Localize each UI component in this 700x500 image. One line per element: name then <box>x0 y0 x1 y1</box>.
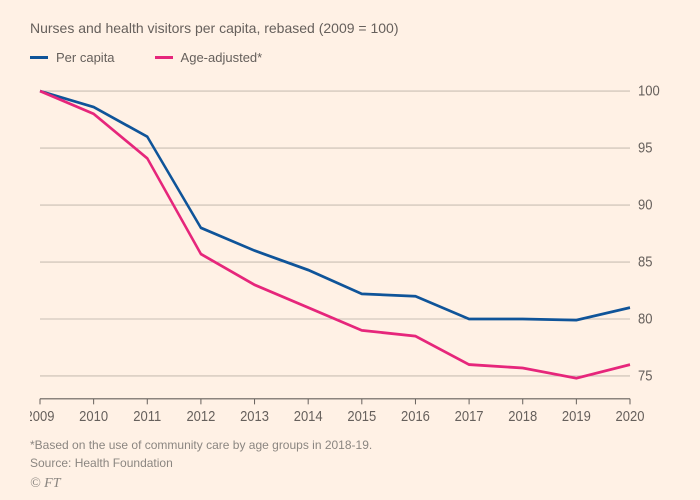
svg-text:2011: 2011 <box>133 408 161 424</box>
svg-text:2012: 2012 <box>186 408 215 424</box>
chart-plot-area: 75 80 85 90 95 100 2009 2010 2011 2012 2013 2014 201… <box>30 73 670 430</box>
source-line: Source: Health Foundation <box>30 454 670 472</box>
svg-text:2019: 2019 <box>562 408 591 424</box>
svg-text:2013: 2013 <box>240 408 269 424</box>
svg-text:2017: 2017 <box>455 408 484 424</box>
legend-label: Age-adjusted* <box>181 50 263 65</box>
legend-swatch <box>155 56 173 59</box>
legend-swatch <box>30 56 48 59</box>
ft-brand: © FT <box>30 476 670 492</box>
footnote-block: *Based on the use of community care by a… <box>30 436 670 472</box>
line-chart: 75 80 85 90 95 100 2009 2010 2011 2012 2013 2014 201… <box>30 73 670 430</box>
footnote: *Based on the use of community care by a… <box>30 436 670 454</box>
legend-label: Per capita <box>56 50 115 65</box>
legend-item-per-capita: Per capita <box>30 50 115 65</box>
legend-item-age-adjusted: Age-adjusted* <box>155 50 263 65</box>
svg-text:2020: 2020 <box>616 408 645 424</box>
svg-text:2015: 2015 <box>347 408 376 424</box>
svg-text:2010: 2010 <box>79 408 108 424</box>
chart-subtitle: Nurses and health visitors per capita, r… <box>30 20 670 36</box>
svg-text:85: 85 <box>638 254 653 270</box>
svg-text:75: 75 <box>638 368 653 384</box>
legend: Per capita Age-adjusted* <box>30 50 670 65</box>
svg-text:95: 95 <box>638 140 653 156</box>
svg-text:2016: 2016 <box>401 408 430 424</box>
svg-text:2018: 2018 <box>508 408 537 424</box>
svg-text:100: 100 <box>638 83 660 99</box>
chart-container: Nurses and health visitors per capita, r… <box>0 0 700 500</box>
svg-text:80: 80 <box>638 311 653 327</box>
svg-text:2014: 2014 <box>294 408 323 424</box>
svg-text:2009: 2009 <box>30 408 54 424</box>
svg-text:90: 90 <box>638 197 653 213</box>
